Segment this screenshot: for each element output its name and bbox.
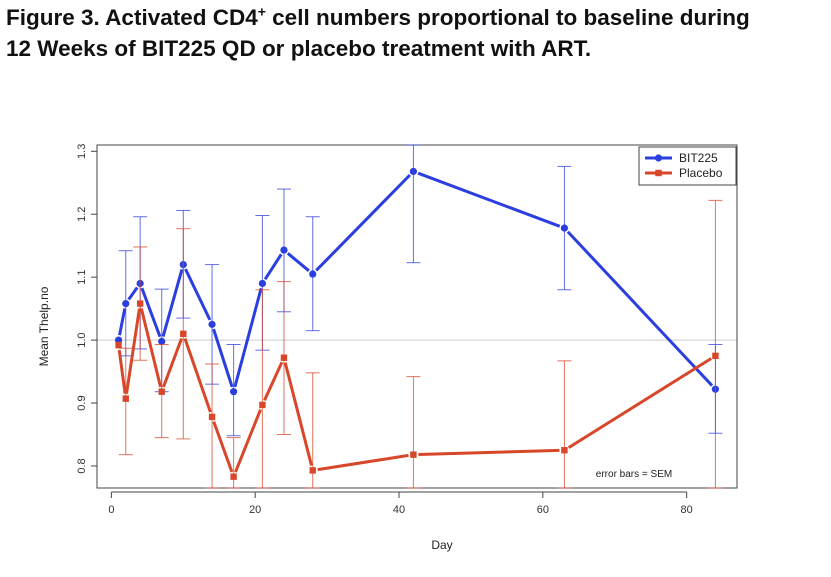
series-line-segment (234, 409, 262, 473)
data-point (230, 388, 238, 396)
series-line-segment (418, 448, 560, 456)
data-point (115, 341, 122, 349)
data-point (258, 279, 266, 288)
y-axis-title: Mean Thelp.no (37, 286, 51, 366)
chart: 0.8 0.9 1.0 1.1 1.2 1.3 0 20 40 60 80 Day Mean Th… (34, 77, 831, 577)
x-tick-label: 40 (393, 504, 405, 516)
data-point (122, 395, 129, 402)
series-line-segment (125, 308, 141, 394)
data-point (410, 451, 417, 458)
series-line-segment (184, 268, 212, 321)
series-line-segment (117, 349, 127, 394)
series-line-segment (140, 287, 162, 338)
series-placebo (115, 199, 723, 489)
series-line-segment (566, 230, 714, 387)
chart-panel: 0.8 0.9 1.0 1.1 1.2 1.3 0 20 40 60 80 Day Mean Th… (34, 77, 831, 577)
data-point (560, 224, 569, 232)
data-point (280, 354, 288, 361)
y-tick-label: 1.1 (76, 270, 88, 285)
y-tick-label: 1.2 (76, 207, 88, 222)
data-point (114, 336, 123, 344)
series-line-segment (161, 268, 184, 337)
y-tick-label: 0.8 (76, 458, 88, 473)
data-point (208, 413, 216, 421)
series-line-segment (286, 252, 310, 272)
figure-title-line-2: 12 Weeks of BIT225 QD or placebo treatme… (6, 36, 592, 61)
series-line-segment (567, 357, 712, 449)
x-tick-label: 60 (537, 504, 549, 516)
x-tick-label: 20 (249, 504, 261, 516)
series-layer (114, 144, 723, 489)
series-line-segment (162, 337, 183, 388)
legend-box (638, 146, 737, 186)
x-tick-label: 80 (681, 504, 693, 516)
y-axis: 0.8 0.9 1.0 1.1 1.2 1.3 (76, 144, 97, 474)
y-tick-label: 1.0 (76, 332, 88, 347)
series-line-segment (139, 308, 162, 388)
data-point (712, 352, 719, 360)
y-tick-label: 0.9 (76, 395, 88, 410)
x-tick-label: 0 (108, 504, 114, 516)
series-line-segment (263, 361, 284, 402)
data-point (158, 337, 166, 345)
data-point (230, 473, 237, 480)
figure-title-text-rest: cell numbers proportional to baseline du… (265, 5, 750, 30)
series-line-segment (212, 328, 234, 388)
x-axis: 0 20 40 60 80 (108, 491, 693, 516)
data-point (409, 167, 418, 176)
series-line-segment (417, 171, 561, 228)
legend-marker (655, 169, 662, 177)
data-point (208, 320, 216, 328)
legend-marker (654, 154, 663, 162)
series-line-segment (212, 421, 234, 473)
data-point (309, 270, 317, 278)
data-point (180, 330, 187, 338)
data-point (280, 246, 288, 254)
x-axis-title: Day (431, 538, 452, 552)
series-line-segment (127, 286, 139, 301)
figure-title-line-1: Figure 3. Activated CD4+ cell numbers pr… (6, 2, 831, 33)
error-bar-note: error bars = SEM (596, 469, 672, 480)
series-line-segment (233, 287, 263, 388)
series-line-segment (118, 308, 127, 336)
series-line-segment (183, 338, 212, 413)
data-point (122, 299, 130, 308)
figure-title: Figure 3. Activated CD4+ cell numbers pr… (6, 2, 831, 64)
figure-title-superscript: + (257, 3, 266, 20)
legend-label: Placebo (679, 166, 723, 180)
data-point (259, 401, 266, 409)
legend-label: BIT225 (679, 151, 718, 165)
series-line-segment (317, 453, 409, 472)
data-point (309, 467, 316, 474)
series-line-segment (283, 362, 313, 466)
figure-title-text: Figure 3. Activated CD4 (6, 5, 258, 30)
data-point (158, 388, 165, 395)
series-line-segment (315, 173, 411, 272)
data-point (561, 447, 568, 454)
data-point (136, 300, 144, 307)
y-tick-label: 1.3 (76, 144, 88, 159)
series-line-segment (263, 253, 283, 281)
